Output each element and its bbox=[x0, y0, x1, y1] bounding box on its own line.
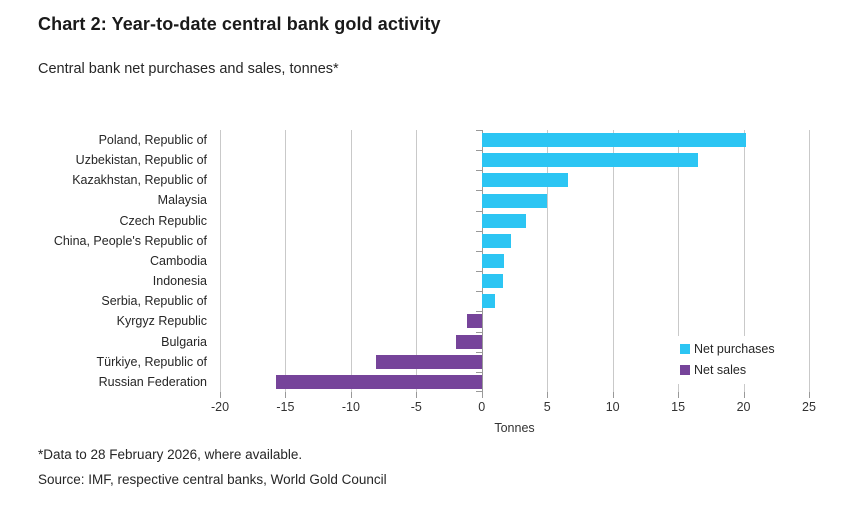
category-label-cambodia: Cambodia bbox=[150, 253, 207, 268]
category-axis-labels: Poland, Republic of Uzbekistan, Republic … bbox=[30, 130, 207, 392]
category-axis-tick bbox=[475, 150, 482, 152]
gridline bbox=[416, 130, 418, 392]
bar-kyrgyz-republic bbox=[467, 314, 482, 329]
category-axis-tick bbox=[475, 130, 482, 131]
category-label-kyrgyz-republic: Kyrgyz Republic bbox=[116, 314, 207, 329]
x-tick-label: 20 bbox=[736, 400, 751, 414]
x-axis-tick bbox=[809, 392, 810, 398]
gridline bbox=[743, 130, 745, 392]
plot-area bbox=[220, 130, 810, 398]
x-tick-label: 0 bbox=[478, 400, 486, 414]
bar-russian-federation bbox=[276, 374, 482, 389]
gridline bbox=[547, 130, 549, 392]
x-tick-label: 5 bbox=[543, 400, 551, 414]
category-label-poland-republic-of: Poland, Republic of bbox=[98, 133, 207, 147]
x-axis-tick bbox=[612, 392, 614, 398]
category-label-indonesia: Indonesia bbox=[152, 274, 207, 289]
legend-label: Net purchases bbox=[694, 341, 775, 356]
chart-title: Chart 2: Year-to-date central bank gold … bbox=[38, 14, 441, 34]
gridline bbox=[678, 130, 680, 392]
category-axis-tick bbox=[475, 371, 482, 373]
net-sales-swatch-icon bbox=[680, 364, 690, 375]
gridline bbox=[809, 130, 810, 392]
category-label-russian-federation: Russian Federation bbox=[98, 374, 207, 389]
legend-label: Net sales bbox=[694, 362, 747, 377]
footnote: *Data to 28 February 2026, where availab… bbox=[38, 447, 303, 462]
bar-malaysia bbox=[481, 193, 548, 208]
x-axis-title: Tonnes bbox=[494, 421, 535, 435]
category-label-china-people-s-republic-of: China, People's Republic of bbox=[53, 233, 207, 248]
bar-t-rkiye-republic-of bbox=[375, 354, 482, 369]
category-label-t-rkiye-republic-of: Türkiye, Republic of bbox=[96, 354, 207, 369]
gridline bbox=[220, 130, 221, 392]
x-tick-label: -20 bbox=[210, 400, 230, 414]
legend-item-net-sales: Net sales bbox=[680, 359, 775, 380]
x-tick-label: -5 bbox=[410, 400, 422, 414]
gridline bbox=[285, 130, 287, 392]
category-axis-tick bbox=[475, 190, 482, 192]
x-axis-tick bbox=[220, 392, 221, 398]
category-label-czech-republic: Czech Republic bbox=[119, 213, 207, 228]
gridline bbox=[350, 130, 352, 392]
x-axis-tick bbox=[743, 392, 745, 398]
bar-china-people-s-republic-of bbox=[481, 233, 511, 248]
bar-bulgaria bbox=[455, 334, 482, 349]
category-label-serbia-republic-of: Serbia, Republic of bbox=[101, 294, 207, 309]
category-axis-tick bbox=[475, 271, 482, 273]
x-tick-label: -10 bbox=[341, 400, 360, 414]
category-axis-tick bbox=[475, 391, 482, 392]
x-tick-label: 25 bbox=[802, 400, 816, 414]
legend-item-net-purchases: Net purchases bbox=[680, 338, 775, 359]
bar-czech-republic bbox=[481, 213, 527, 228]
category-axis-tick bbox=[475, 351, 482, 353]
gridline bbox=[612, 130, 614, 392]
x-axis-tick bbox=[350, 392, 352, 398]
x-tick-label: -15 bbox=[276, 400, 295, 414]
category-axis-tick bbox=[475, 230, 482, 232]
category-axis-tick bbox=[475, 291, 482, 293]
category-axis-tick bbox=[475, 331, 482, 333]
legend: Net purchases Net sales bbox=[674, 336, 781, 384]
x-axis-tick bbox=[678, 392, 680, 398]
bar-serbia-republic-of bbox=[481, 294, 495, 309]
x-axis-tick bbox=[547, 392, 549, 398]
bar-poland-republic-of bbox=[481, 133, 747, 148]
x-axis-tick bbox=[416, 392, 418, 398]
bar-kazakhstan-republic-of bbox=[481, 173, 569, 188]
category-label-malaysia: Malaysia bbox=[157, 193, 207, 208]
bar-indonesia bbox=[481, 274, 503, 289]
category-axis-tick bbox=[475, 250, 482, 252]
x-axis-tick-labels: -20 -15 -10 -5 0 5 10 15 20 25 bbox=[211, 400, 816, 416]
category-axis-tick bbox=[475, 170, 482, 172]
x-tick-label: 10 bbox=[605, 400, 620, 414]
category-label-kazakhstan-republic-of: Kazakhstan, Republic of bbox=[72, 173, 207, 188]
x-axis-tick bbox=[481, 392, 483, 398]
bar-uzbekistan-republic-of bbox=[481, 153, 698, 168]
net-purchases-swatch-icon bbox=[680, 343, 690, 354]
category-label-uzbekistan-republic-of: Uzbekistan, Republic of bbox=[75, 153, 207, 168]
source: Source: IMF, respective central banks, W… bbox=[38, 472, 387, 487]
category-axis-tick bbox=[475, 311, 482, 313]
x-tick-label: 15 bbox=[671, 400, 686, 414]
category-label-bulgaria: Bulgaria bbox=[161, 334, 207, 349]
x-axis-tick bbox=[285, 392, 287, 398]
bar-cambodia bbox=[481, 254, 505, 268]
category-axis-tick bbox=[475, 210, 482, 212]
chart-subtitle: Central bank net purchases and sales, to… bbox=[38, 61, 339, 77]
